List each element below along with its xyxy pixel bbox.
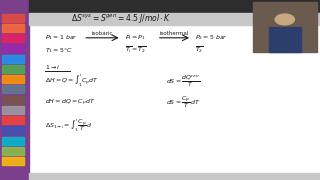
Bar bbox=[2, 14, 24, 22]
Bar bbox=[2, 137, 24, 145]
Text: $1 \rightarrow i$: $1 \rightarrow i$ bbox=[45, 63, 60, 71]
Text: isothermal: isothermal bbox=[160, 31, 189, 36]
Text: $\overline{T_i} = \overline{T_2}$: $\overline{T_i} = \overline{T_2}$ bbox=[125, 45, 147, 55]
Bar bbox=[2, 55, 24, 63]
Bar bbox=[29, 13, 320, 25]
Text: $\Delta H = Q = \int_1^i C_p dT$: $\Delta H = Q = \int_1^i C_p dT$ bbox=[45, 73, 99, 89]
Bar bbox=[269, 27, 301, 52]
Text: $dS = \dfrac{dQ^{rev}}{T}$: $dS = \dfrac{dQ^{rev}}{T}$ bbox=[166, 73, 201, 89]
Bar bbox=[0, 0, 29, 180]
Text: $T_1 = 5°C$: $T_1 = 5°C$ bbox=[45, 46, 73, 55]
Bar bbox=[2, 126, 24, 134]
Bar bbox=[2, 96, 24, 104]
Text: $dS = \dfrac{C_p}{T} \, dT$: $dS = \dfrac{C_p}{T} \, dT$ bbox=[166, 95, 201, 110]
Text: $\overline{T_2}$: $\overline{T_2}$ bbox=[195, 45, 204, 55]
Text: $dH = dQ = C_p dT$: $dH = dQ = C_p dT$ bbox=[45, 98, 95, 108]
Bar bbox=[2, 147, 24, 155]
Bar bbox=[2, 34, 24, 42]
Bar bbox=[29, 25, 320, 173]
Text: isobaric: isobaric bbox=[92, 31, 113, 36]
Bar bbox=[29, 173, 320, 180]
Bar bbox=[2, 157, 24, 165]
Text: $\Delta S_{1 \rightarrow i} = \int_1^i \dfrac{C_p}{T} \, d$: $\Delta S_{1 \rightarrow i} = \int_1^i \… bbox=[45, 118, 92, 134]
Bar bbox=[2, 116, 24, 124]
Text: $P_1 = 1 \; bar$: $P_1 = 1 \; bar$ bbox=[45, 33, 77, 42]
Bar bbox=[2, 106, 24, 114]
Bar bbox=[253, 2, 317, 52]
Bar bbox=[2, 85, 24, 93]
Text: $\Delta S^{sys} = S^{gen} = 4.5 \; J/mol \cdot K$: $\Delta S^{sys} = S^{gen} = 4.5 \; J/mol… bbox=[71, 12, 172, 24]
Bar bbox=[29, 0, 320, 13]
Circle shape bbox=[275, 14, 294, 25]
Bar bbox=[2, 65, 24, 73]
Bar bbox=[2, 75, 24, 83]
Text: $P_i = P_1$: $P_i = P_1$ bbox=[125, 33, 146, 42]
Bar bbox=[2, 44, 24, 52]
Bar bbox=[2, 24, 24, 32]
Text: $P_2 = 5 \; bar$: $P_2 = 5 \; bar$ bbox=[195, 33, 228, 42]
